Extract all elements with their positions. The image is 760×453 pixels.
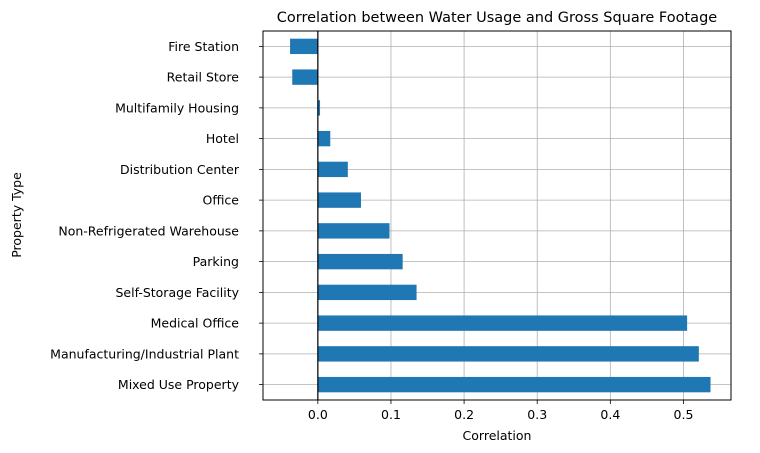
bar: [317, 284, 417, 301]
x-tick-label: 0.0: [308, 407, 328, 422]
x-axis-ticks: 0.0 0.1 0.2 0.3 0.4 0.5: [308, 400, 694, 422]
y-tick-label: Self-Storage Facility: [116, 285, 240, 300]
bar: [317, 130, 331, 147]
y-tick-label: Fire Station: [168, 39, 239, 54]
bar: [290, 38, 318, 55]
plot-frame: [262, 30, 732, 401]
x-tick-label: 0.5: [674, 407, 694, 422]
bar: [317, 192, 361, 208]
y-axis-title: Property Type: [9, 172, 24, 258]
bar: [317, 161, 348, 178]
bar: [317, 315, 688, 331]
bar: [317, 253, 403, 270]
y-tick-label: Distribution Center: [120, 162, 240, 177]
grid-lines: [263, 31, 731, 400]
y-tick-label: Mixed Use Property: [118, 377, 240, 392]
y-axis-ticks: Mixed Use Property Manufacturing/Industri…: [50, 39, 263, 392]
y-tick-label: Hotel: [206, 131, 239, 146]
x-tick-label: 0.4: [600, 407, 620, 422]
x-tick-label: 0.2: [454, 407, 474, 422]
y-tick-label: Manufacturing/Industrial Plant: [50, 346, 239, 361]
chart-title: Correlation between Water Usage and Gros…: [277, 10, 717, 26]
x-axis-title: Correlation: [463, 428, 532, 443]
bar: [317, 346, 699, 362]
y-tick-label: Retail Store: [167, 70, 240, 85]
y-tick-label: Multifamily Housing: [115, 100, 239, 115]
y-tick-label: Parking: [193, 254, 239, 269]
y-tick-label: Non-Refrigerated Warehouse: [58, 223, 239, 238]
bar: [292, 69, 318, 85]
bar: [317, 376, 711, 393]
x-tick-label: 0.3: [527, 407, 547, 422]
y-tick-label: Office: [203, 193, 240, 208]
bars: [290, 38, 711, 393]
bar: [317, 223, 390, 239]
bar: [317, 100, 321, 116]
y-tick-label: Medical Office: [151, 316, 240, 331]
x-tick-label: 0.1: [381, 407, 401, 422]
